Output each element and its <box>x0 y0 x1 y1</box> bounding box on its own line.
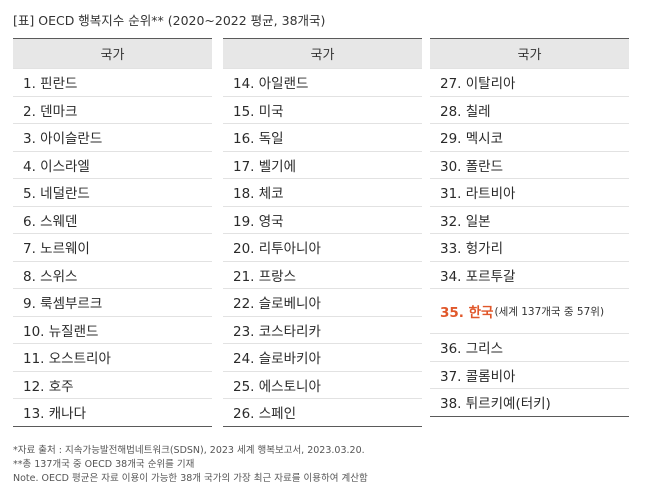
country-rank: 29. 멕시코 <box>440 131 504 148</box>
country-rank: 35. 한국 <box>440 305 494 321</box>
table-row: 38. 튀르키예(터키) <box>430 388 629 416</box>
country-rank: 4. 이스라엘 <box>23 158 90 175</box>
country-rank: 13. 캐나다 <box>23 406 87 423</box>
world-rank-note: (세계 137개국 중 57위) <box>494 305 605 318</box>
table-row: 30. 폴란드 <box>430 150 629 179</box>
column-header: 국가 <box>13 38 212 68</box>
country-rank: 30. 폴란드 <box>440 158 504 175</box>
column-header: 국가 <box>223 38 422 68</box>
country-rank: 3. 아이슬란드 <box>23 131 103 148</box>
table-row: 26. 스페인 <box>223 398 422 426</box>
country-rank: 18. 체코 <box>233 186 284 203</box>
country-rank: 28. 칠레 <box>440 103 491 120</box>
table-row: 29. 멕시코 <box>430 123 629 151</box>
country-rank: 19. 영국 <box>233 213 284 230</box>
country-rank: 14. 아일랜드 <box>233 76 309 93</box>
table-row: 19. 영국 <box>223 205 422 234</box>
country-rank: 2. 덴마크 <box>23 103 78 120</box>
country-rank: 1. 핀란드 <box>23 76 78 93</box>
table-row: 37. 콜롬비아 <box>430 360 629 389</box>
country-rank: 31. 라트비아 <box>440 186 516 203</box>
table-row: 11. 오스트리아 <box>13 343 212 371</box>
country-rank: 15. 미국 <box>233 103 284 120</box>
country-rank: 24. 슬로바키아 <box>233 351 321 368</box>
column-header: 국가 <box>430 38 629 68</box>
footnote-ranking: **총 137개국 중 OECD 38개국 순위를 기재 <box>13 459 195 470</box>
country-rank: 22. 슬로베니아 <box>233 296 321 313</box>
table-row-highlight-korea: 35. 한국 (세계 137개국 중 57위) <box>430 288 629 333</box>
country-rank: 9. 룩셈부르크 <box>23 296 103 313</box>
country-rank: 12. 호주 <box>23 378 74 395</box>
table-row: 27. 이탈리아 <box>430 68 629 96</box>
table-row: 2. 덴마크 <box>13 95 212 124</box>
country-rank: 27. 이탈리아 <box>440 76 516 93</box>
country-rank: 34. 포르투갈 <box>440 268 516 285</box>
country-rank: 25. 에스토니아 <box>233 378 321 395</box>
country-rank: 17. 벨기에 <box>233 158 297 175</box>
country-rank: 11. 오스트리아 <box>23 351 111 368</box>
country-rank: 8. 스위스 <box>23 268 78 285</box>
table-row: 12. 호주 <box>13 370 212 399</box>
table-row: 14. 아일랜드 <box>223 68 422 96</box>
footnote-average: Note. OECD 평균은 자료 이용이 가능한 38개 국가의 가장 최근 … <box>13 473 368 484</box>
table-row: 20. 리투아니아 <box>223 233 422 261</box>
table-row: 17. 벨기에 <box>223 150 422 179</box>
table-row: 25. 에스토니아 <box>223 370 422 399</box>
table-row: 8. 스위스 <box>13 260 212 289</box>
table-row: 15. 미국 <box>223 95 422 124</box>
table-row: 16. 독일 <box>223 123 422 151</box>
table-row: 31. 라트비아 <box>430 178 629 206</box>
country-rank: 38. 튀르키예(터키) <box>440 396 551 413</box>
country-rank: 36. 그리스 <box>440 341 504 358</box>
table-title: [표] OECD 행복지수 순위** (2020~2022 평균, 38개국) <box>13 13 326 28</box>
country-rank: 33. 헝가리 <box>440 241 504 258</box>
ranking-column-3: 국가 27. 이탈리아 28. 칠레 29. 멕시코 30. 폴란드 31. 라… <box>430 38 629 417</box>
table-row: 33. 헝가리 <box>430 233 629 261</box>
table-row: 13. 캐나다 <box>13 398 212 426</box>
footnote-source: *자료 출처 : 지속가능발전해법네트워크(SDSN), 2023 세계 행복보… <box>13 445 365 456</box>
country-rank: 16. 독일 <box>233 131 284 148</box>
country-rank: 26. 스페인 <box>233 406 297 423</box>
table-row: 7. 노르웨이 <box>13 233 212 261</box>
country-rank: 32. 일본 <box>440 213 491 230</box>
table-row: 18. 체코 <box>223 178 422 206</box>
country-rank: 7. 노르웨이 <box>23 241 90 258</box>
table-row: 5. 네덜란드 <box>13 178 212 206</box>
table-row: 32. 일본 <box>430 205 629 234</box>
country-rank: 5. 네덜란드 <box>23 186 90 203</box>
country-rank: 10. 뉴질랜드 <box>23 323 99 340</box>
footnotes: *자료 출처 : 지속가능발전해법네트워크(SDSN), 2023 세계 행복보… <box>13 444 368 486</box>
table-row: 1. 핀란드 <box>13 68 212 96</box>
table-row: 4. 이스라엘 <box>13 150 212 179</box>
table-row: 6. 스웨덴 <box>13 205 212 234</box>
country-rank: 6. 스웨덴 <box>23 213 78 230</box>
table-row: 36. 그리스 <box>430 333 629 361</box>
table-row: 28. 칠레 <box>430 95 629 124</box>
table-row: 21. 프랑스 <box>223 260 422 289</box>
country-rank: 37. 콜롬비아 <box>440 368 516 385</box>
country-rank: 21. 프랑스 <box>233 268 297 285</box>
country-rank: 20. 리투아니아 <box>233 241 321 258</box>
table-row: 9. 룩셈부르크 <box>13 288 212 316</box>
country-rank: 23. 코스타리카 <box>233 323 321 340</box>
table-row: 22. 슬로베니아 <box>223 288 422 316</box>
table-row: 24. 슬로바키아 <box>223 343 422 371</box>
table-row: 34. 포르투갈 <box>430 260 629 289</box>
ranking-column-1: 국가 1. 핀란드 2. 덴마크 3. 아이슬란드 4. 이스라엘 5. 네덜란… <box>13 38 212 427</box>
table-row: 3. 아이슬란드 <box>13 123 212 151</box>
table-row: 23. 코스타리카 <box>223 315 422 344</box>
table-row: 10. 뉴질랜드 <box>13 315 212 344</box>
ranking-column-2: 국가 14. 아일랜드 15. 미국 16. 독일 17. 벨기에 18. 체코… <box>223 38 422 427</box>
